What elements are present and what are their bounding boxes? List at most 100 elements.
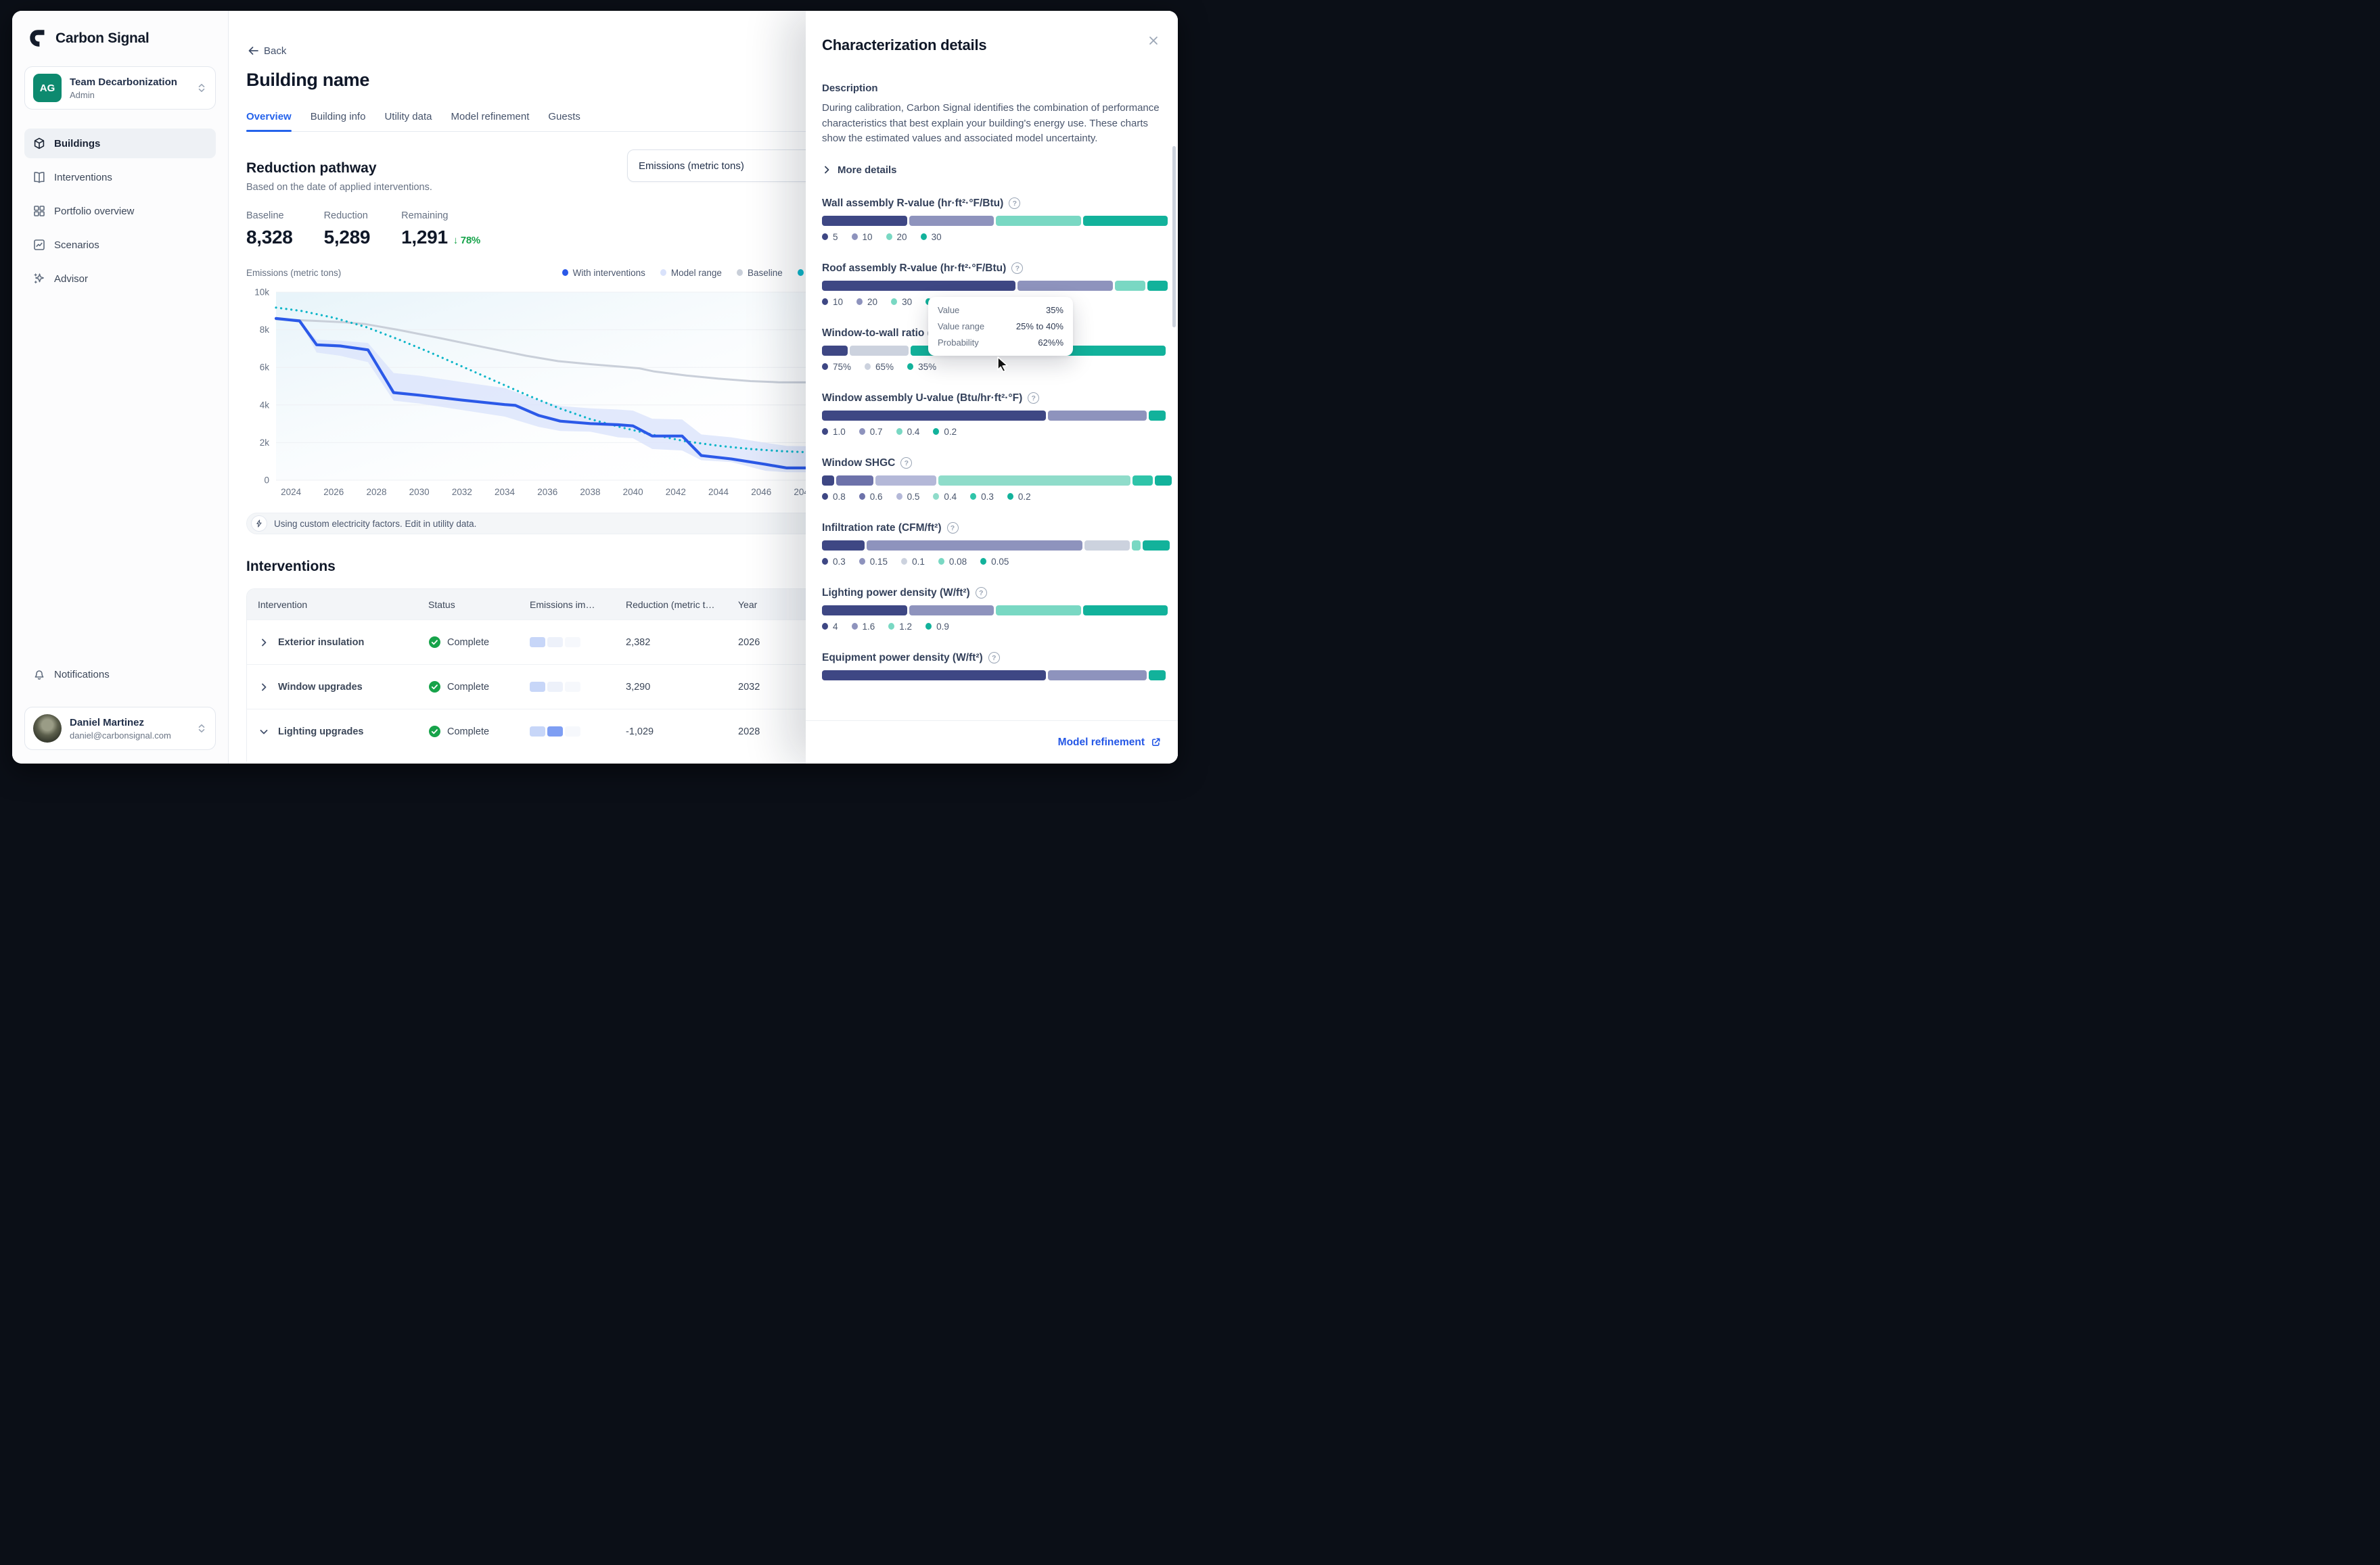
help-icon[interactable]: ? — [975, 587, 987, 599]
panel-scrollbar[interactable] — [1172, 146, 1176, 327]
probability-bar[interactable] — [822, 410, 1166, 421]
tab-overview[interactable]: Overview — [246, 111, 292, 132]
svg-text:8k: 8k — [260, 325, 270, 335]
tab-guests[interactable]: Guests — [548, 111, 580, 122]
bar-segment[interactable] — [822, 475, 834, 486]
legend-label: 35% — [918, 361, 937, 372]
bar-segment[interactable] — [1084, 540, 1130, 551]
legend-item: 0.4 — [933, 492, 957, 502]
user-name: Daniel Martinez — [70, 716, 145, 728]
stat-label: Baseline — [246, 210, 284, 221]
legend-label: 0.2 — [1017, 491, 1031, 502]
table-row[interactable]: Exterior insulation Complete 2,382 2026 — [247, 620, 818, 664]
bar-segment[interactable] — [1132, 540, 1141, 551]
legend-dot — [822, 558, 828, 565]
bar-segment[interactable] — [822, 410, 1047, 421]
bar-segment[interactable] — [822, 215, 907, 226]
chevron-right-icon[interactable] — [258, 636, 270, 649]
characteristic-legend: 5 10 20 30 — [822, 232, 1162, 242]
bar-segment[interactable] — [836, 475, 873, 486]
bar-segment[interactable] — [1048, 670, 1147, 680]
legend-label: 4 — [833, 621, 838, 632]
legend-label: 75% — [833, 361, 852, 372]
bar-segment[interactable] — [996, 605, 1081, 615]
legend-dot — [851, 623, 858, 630]
sidebar-item-buildings[interactable]: Buildings — [24, 129, 216, 158]
table-row[interactable]: Lighting upgrades Complete -1,029 2028 — [247, 709, 818, 753]
sidebar-item-advisor[interactable]: Advisor — [24, 264, 216, 294]
chart-y-label: Emissions (metric tons) — [246, 267, 342, 278]
bar-segment[interactable] — [1017, 280, 1113, 291]
legend-item: 0.05 — [980, 557, 1009, 567]
probability-bar[interactable] — [822, 540, 1170, 551]
help-icon[interactable]: ? — [1011, 262, 1024, 274]
tab-building-info[interactable]: Building info — [310, 111, 366, 122]
close-icon[interactable] — [1144, 31, 1163, 50]
more-details-toggle[interactable]: More details — [822, 164, 1162, 176]
tab-model-refinement[interactable]: Model refinement — [451, 111, 530, 122]
probability-bar[interactable] — [822, 670, 1166, 680]
legend-label: 20 — [867, 296, 878, 307]
bar-segment[interactable] — [822, 605, 907, 615]
chevron-down-icon[interactable] — [258, 726, 270, 738]
bar-segment[interactable] — [849, 345, 909, 356]
help-icon[interactable]: ? — [900, 457, 913, 469]
help-icon[interactable]: ? — [946, 522, 959, 534]
bar-segment[interactable] — [866, 540, 1082, 551]
tooltip-row: Value range 25% to 40% — [938, 321, 1063, 331]
sidebar-item-interventions[interactable]: Interventions — [24, 162, 216, 192]
bar-segment[interactable] — [938, 475, 1130, 486]
chevron-right-icon[interactable] — [258, 681, 270, 693]
bar-segment[interactable] — [1148, 670, 1166, 680]
legend-label: 0.2 — [944, 426, 957, 437]
bar-segment[interactable] — [1147, 280, 1168, 291]
emissions-line-chart[interactable]: 0 2k 4k 6k 8k 10k 2024 2026 2028 2030 2032 2034 2036… — [246, 282, 828, 502]
bar-segment[interactable] — [1148, 410, 1166, 421]
model-refinement-link[interactable]: Model refinement — [1058, 737, 1162, 749]
user-menu[interactable]: Daniel Martinez daniel@carbonsignal.com — [24, 707, 216, 750]
bar-segment[interactable] — [1082, 605, 1168, 615]
status-badge: Complete — [447, 726, 490, 737]
characteristic-title: Window SHGC — [822, 457, 896, 469]
bar-segment[interactable] — [996, 215, 1081, 226]
legend-dot — [920, 233, 927, 240]
legend-dot — [888, 623, 895, 630]
team-selector[interactable]: AG Team Decarbonization Admin — [24, 66, 216, 110]
bar-segment[interactable] — [822, 670, 1047, 680]
sidebar-item-notifications[interactable]: Notifications — [24, 659, 216, 689]
back-button[interactable]: Back — [246, 45, 286, 57]
chevron-up-down-icon — [198, 724, 205, 732]
probability-bar[interactable] — [822, 215, 1168, 226]
bar-segment[interactable] — [909, 605, 994, 615]
bar-segment[interactable] — [822, 345, 848, 356]
table-row[interactable]: Window upgrades Complete 3,290 2032 — [247, 664, 818, 709]
tab-utility-data[interactable]: Utility data — [384, 111, 432, 122]
sidebar-item-scenarios[interactable]: Scenarios — [24, 230, 216, 260]
bar-segment[interactable] — [822, 280, 1016, 291]
probability-bar[interactable] — [822, 280, 1168, 291]
bar-segment[interactable] — [1114, 280, 1145, 291]
bar-segment[interactable] — [909, 215, 994, 226]
year-value: 2028 — [738, 726, 760, 737]
probability-bar[interactable] — [822, 475, 1172, 486]
help-icon[interactable]: ? — [988, 652, 1000, 663]
help-icon[interactable]: ? — [1028, 392, 1040, 404]
bar-segment[interactable] — [1142, 540, 1170, 551]
help-icon[interactable]: ? — [1009, 197, 1021, 209]
bar-segment[interactable] — [1154, 475, 1172, 486]
svg-text:0: 0 — [264, 475, 269, 486]
check-circle-icon — [429, 636, 440, 648]
bar-segment[interactable] — [875, 475, 937, 486]
emissions-impact-bar — [530, 682, 604, 692]
sidebar-item-portfolio-overview[interactable]: Portfolio overview — [24, 196, 216, 226]
column-header: Year — [727, 599, 788, 610]
probability-bar[interactable] — [822, 605, 1168, 615]
bar-segment[interactable] — [822, 540, 865, 551]
bar-segment[interactable] — [1132, 475, 1153, 486]
bar-segment[interactable] — [1082, 215, 1168, 226]
bar-segment[interactable] — [1048, 410, 1147, 421]
svg-text:4k: 4k — [260, 400, 270, 410]
svg-text:6k: 6k — [260, 363, 270, 373]
reduction-chart: Emissions (metric tons) With interventio… — [246, 266, 828, 502]
column-header: Status — [417, 599, 519, 610]
